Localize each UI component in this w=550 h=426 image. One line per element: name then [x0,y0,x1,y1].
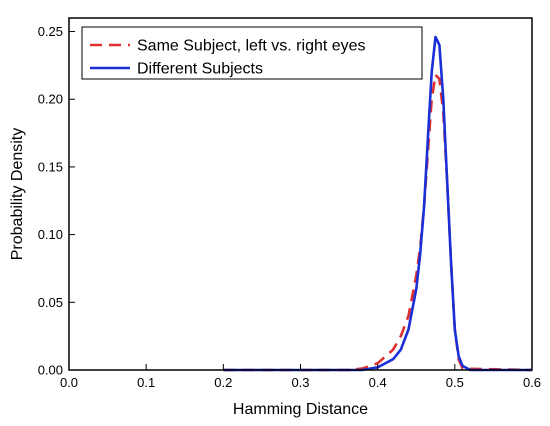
y-tick-label: 0.10 [38,227,63,242]
y-tick-label: 0.25 [38,24,63,39]
legend-label-2: Different Subjects [137,61,263,78]
x-tick-label: 0.3 [291,375,309,390]
y-tick-label: 0.00 [38,363,63,378]
x-tick-label: 0.0 [60,375,78,390]
series-line-1 [223,73,533,372]
axis-ticks: 0.0 0.1 0.2 0.3 0.4 0.5 0.6 0.00 0.05 0.10 0.15 0.2… [38,24,541,390]
x-tick-label: 0.2 [214,375,232,390]
legend: Same Subject, left vs. right eyes Differe… [81,26,423,80]
legend-label-1: Same Subject, left vs. right eyes [137,38,366,55]
y-tick-label: 0.05 [38,295,63,310]
x-tick-label: 0.4 [369,375,387,390]
plot-area [223,35,533,372]
x-tick-label: 0.5 [446,375,464,390]
y-axis-title: Probability Density [9,128,26,261]
legend-box [81,26,423,80]
series-line-2 [223,35,532,372]
y-tick-label: 0.20 [38,92,63,107]
x-tick-label: 0.6 [523,375,541,390]
x-axis-title: Hamming Distance [233,401,368,418]
x-tick-label: 0.1 [137,375,155,390]
y-tick-label: 0.15 [38,159,63,174]
